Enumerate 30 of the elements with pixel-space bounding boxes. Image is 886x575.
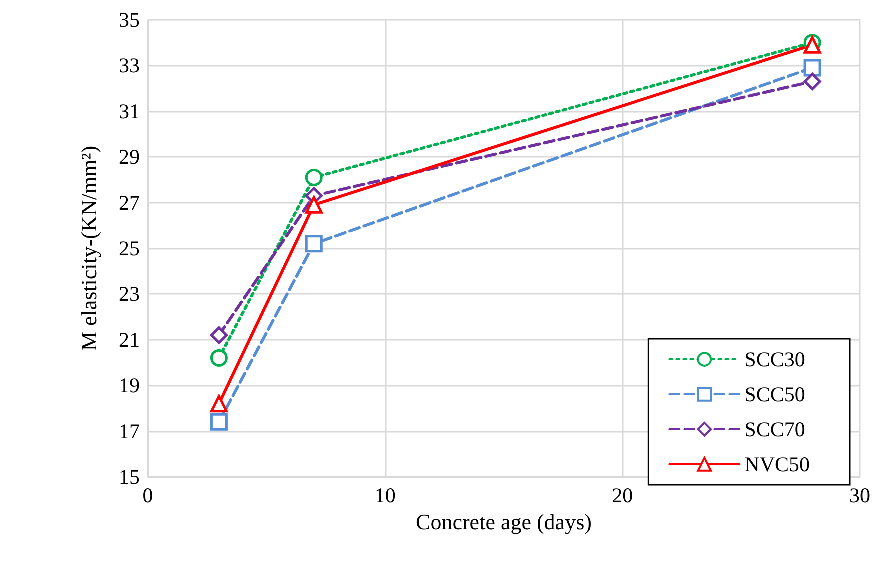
- y-tick-label: 21: [119, 328, 140, 352]
- point: [210, 395, 228, 413]
- y-tick-label: 17: [119, 419, 140, 444]
- legend-label: SCC70: [744, 418, 806, 442]
- y-tick-label: 19: [119, 374, 140, 398]
- legend-label: SCC50: [744, 382, 806, 406]
- point: [305, 235, 323, 253]
- point: [210, 349, 228, 367]
- y-tick-label: 15: [119, 465, 140, 489]
- point: [305, 168, 323, 186]
- y-tick-label: 33: [119, 54, 140, 78]
- x-tick-label: 30: [850, 484, 870, 508]
- y-axis-title: M elasticity-(KN/mm²): [76, 146, 102, 352]
- point: [210, 413, 228, 431]
- point: [305, 196, 323, 214]
- y-tick-label: 25: [119, 236, 140, 260]
- legend-label: NVC50: [744, 452, 810, 476]
- y-tick-label: 29: [119, 145, 140, 170]
- point: [210, 326, 228, 344]
- y-tick-label: 31: [119, 99, 140, 124]
- x-axis-title: Concrete age (days): [416, 509, 592, 534]
- x-tick-label: 20: [612, 484, 634, 508]
- point: [804, 72, 822, 90]
- x-tick-label: 10: [374, 484, 396, 508]
- legend-label: SCC30: [744, 348, 806, 372]
- y-tick-label: 23: [119, 282, 140, 306]
- y-tick-label: 27: [119, 190, 140, 215]
- y-tick-label: 35: [119, 8, 140, 32]
- x-tick-label: 0: [142, 484, 154, 508]
- point: [804, 59, 822, 77]
